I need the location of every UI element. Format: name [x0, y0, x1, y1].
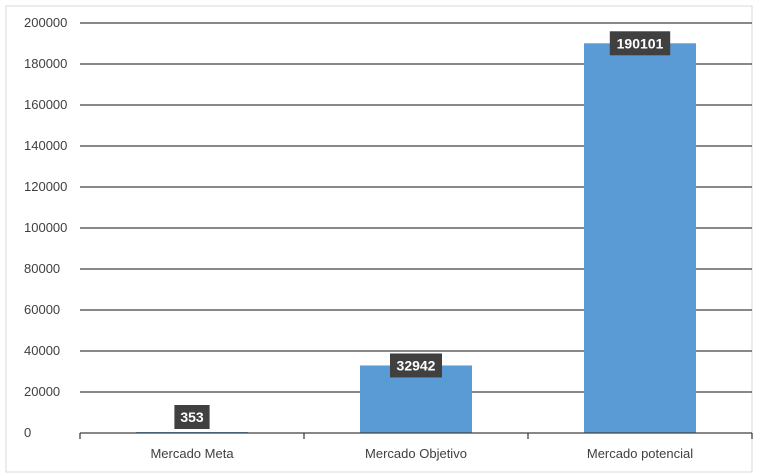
- y-tick-label: 60000: [24, 302, 60, 317]
- data-label: 190101: [617, 35, 664, 51]
- y-tick-label: 80000: [24, 261, 60, 276]
- axes: 0 20000 40000 60000 80000 100000 120000 140000 1…: [24, 15, 753, 461]
- bar-mercado-potencial: [584, 43, 696, 434]
- y-tick-label: 140000: [24, 138, 67, 153]
- y-tick-label: 0: [24, 425, 31, 440]
- data-label-box: [174, 405, 210, 429]
- x-category-label: Mercado potencial: [587, 446, 693, 461]
- x-category-label: Mercado Objetivo: [365, 446, 467, 461]
- data-label-box: [390, 353, 442, 378]
- y-tick-label: 100000: [24, 220, 67, 235]
- data-label-box: [609, 31, 671, 56]
- y-tick-label: 160000: [24, 97, 67, 112]
- y-tick-label: 20000: [24, 384, 60, 399]
- data-labels: 353 32942 190101: [174, 31, 671, 429]
- y-tick-label: 200000: [24, 15, 67, 30]
- x-category-label: Mercado Meta: [150, 446, 234, 461]
- y-tick-label: 40000: [24, 343, 60, 358]
- y-tick-label: 180000: [24, 56, 67, 71]
- data-label: 32942: [397, 357, 436, 373]
- y-tick-label: 120000: [24, 179, 67, 194]
- bars: [136, 43, 696, 434]
- data-label: 353: [180, 409, 204, 425]
